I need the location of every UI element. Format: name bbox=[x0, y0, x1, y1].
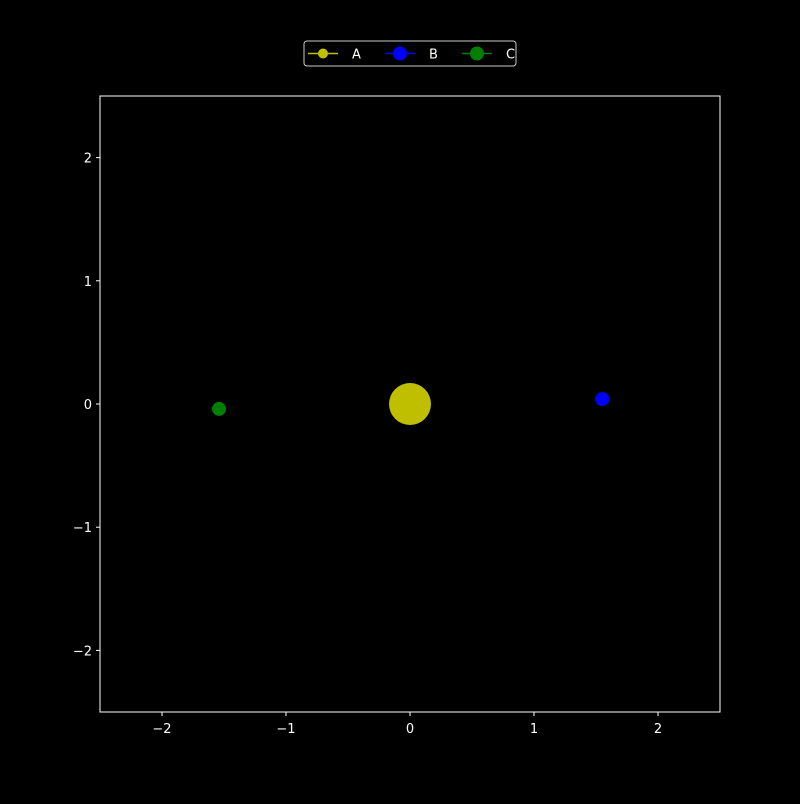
y-tick-label: 0 bbox=[84, 398, 92, 413]
legend: A B C bbox=[303, 40, 517, 67]
x-tick-label: −1 bbox=[276, 722, 295, 737]
data-point-a bbox=[389, 383, 431, 425]
legend-marker-a bbox=[318, 48, 328, 59]
legend-marker-b bbox=[393, 46, 407, 61]
legend-label-c: C bbox=[506, 48, 515, 63]
x-tick-label: −2 bbox=[152, 722, 171, 737]
legend-label-b: B bbox=[429, 48, 438, 63]
y-tick-label: −1 bbox=[73, 521, 92, 536]
x-tick-label: 0 bbox=[406, 722, 414, 737]
x-tick-label: 1 bbox=[530, 722, 538, 737]
plot-area bbox=[212, 383, 610, 425]
legend-label-a: A bbox=[352, 48, 361, 63]
axes: −2 −1 0 1 2 −2 −1 0 1 2 bbox=[73, 95, 721, 737]
y-tick-label: 1 bbox=[84, 275, 92, 290]
x-tick-label: 2 bbox=[654, 722, 662, 737]
y-tick-label: 2 bbox=[84, 152, 92, 167]
data-point-c bbox=[212, 401, 227, 416]
legend-marker-c bbox=[470, 46, 484, 61]
data-point-b bbox=[595, 392, 610, 407]
y-tick-label: −2 bbox=[73, 644, 92, 659]
